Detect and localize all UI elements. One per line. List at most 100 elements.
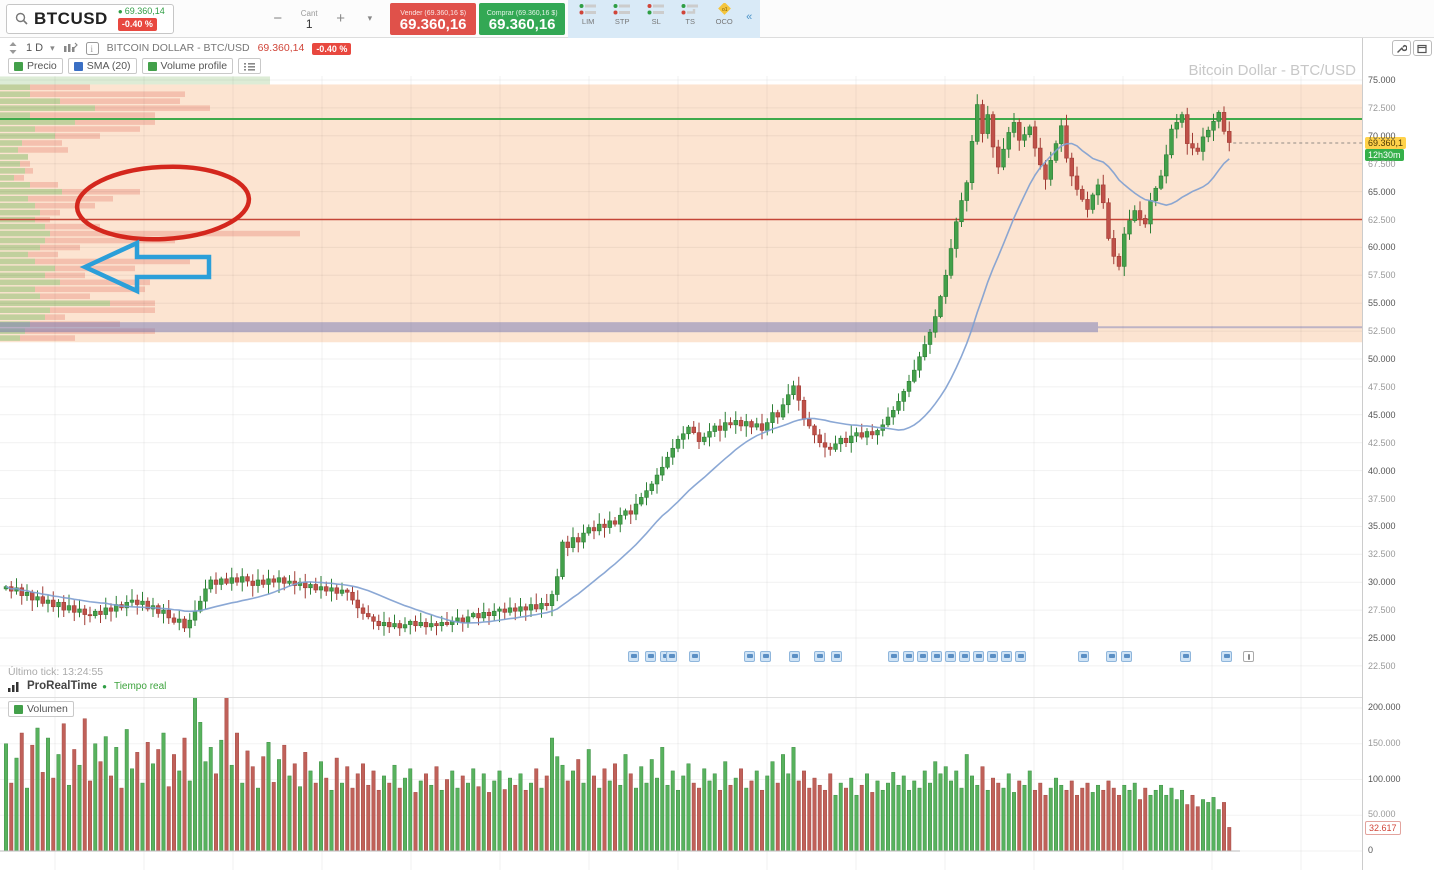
sell-button[interactable]: Vender (69.360,16 $) 69.360,16 xyxy=(390,2,477,35)
candle-body xyxy=(40,596,45,604)
candle-body xyxy=(103,607,108,615)
info-icon[interactable]: i xyxy=(85,41,99,55)
order-ts-button[interactable]: TS xyxy=(678,3,702,26)
event-marker-icon[interactable] xyxy=(666,651,677,662)
volume-legend-chip[interactable]: Volumen xyxy=(8,701,74,717)
price-swatch-icon xyxy=(14,61,23,71)
event-marker-icon[interactable] xyxy=(931,651,942,662)
volume-bar xyxy=(72,749,77,852)
event-marker-icon[interactable] xyxy=(760,651,771,662)
event-marker-icon[interactable] xyxy=(973,651,984,662)
chart-type-icon[interactable] xyxy=(63,42,78,55)
price-chart-pane[interactable] xyxy=(0,76,1362,697)
volume-bar xyxy=(865,773,869,852)
volume-bar xyxy=(571,770,575,852)
annotation-arrow-left[interactable] xyxy=(79,239,212,295)
candle-body xyxy=(723,422,728,431)
volume-bar xyxy=(376,789,381,852)
buy-button[interactable]: Comprar (69.360,16 $) 69.360,16 xyxy=(479,2,566,35)
qty-options-chevron-icon[interactable]: ▾ xyxy=(367,13,373,23)
ts-order-icon xyxy=(681,3,699,14)
candle-body xyxy=(854,432,859,437)
volume-bar xyxy=(938,773,943,852)
event-marker-icon[interactable] xyxy=(1180,651,1191,662)
volume-bar xyxy=(1180,789,1184,852)
candle-body xyxy=(675,439,681,449)
candle-body xyxy=(686,426,691,435)
volume-profile-buy-bar xyxy=(0,272,45,279)
order-oco-button[interactable]: o1 OCO xyxy=(712,2,736,26)
candle-body xyxy=(985,114,990,134)
symbol-search-box[interactable]: BTCUSD ● 69.360,14 -0.40 % xyxy=(6,3,174,34)
candle-body xyxy=(581,532,586,543)
event-marker-icon[interactable] xyxy=(1001,651,1012,662)
legend-price-chip[interactable]: Precio xyxy=(8,58,63,74)
event-marker-icon[interactable] xyxy=(689,651,700,662)
prorealtime-brand[interactable]: ProRealTime xyxy=(27,680,98,692)
expand-vertical-icon[interactable] xyxy=(8,42,18,54)
volume-bar xyxy=(1033,789,1037,852)
volume-bar xyxy=(534,768,539,852)
volume-bar xyxy=(964,754,969,852)
legend-volume-profile-chip[interactable]: Volume profile xyxy=(141,58,234,74)
event-marker-icon[interactable] xyxy=(987,651,998,662)
candle-body xyxy=(1011,122,1017,133)
legend-sma-chip[interactable]: SMA (20) xyxy=(67,58,137,74)
candle-body xyxy=(392,623,397,628)
timeframe-select[interactable]: 1 D ▾ xyxy=(26,42,55,54)
candle-body xyxy=(203,588,208,602)
collapse-strip-chevron[interactable]: « xyxy=(746,10,753,23)
event-marker-icon[interactable] xyxy=(645,651,656,662)
event-marker-icon[interactable] xyxy=(789,651,800,662)
volume-profile-buy-bar xyxy=(0,300,110,307)
last-tick-time: Último tick: 13:24:55 xyxy=(8,666,104,678)
volume-profile-buy-bar xyxy=(0,279,60,286)
event-marker-icon[interactable] xyxy=(1121,651,1132,662)
price-axis[interactable]: 69.360,1 12h30m 32.617 75.000 72.500 70.00… xyxy=(1362,38,1434,870)
volume-bar xyxy=(560,764,565,852)
event-marker-icon[interactable] xyxy=(917,651,928,662)
candle-body xyxy=(1043,164,1048,180)
chart-settings-button[interactable] xyxy=(1392,40,1411,56)
volume-bar xyxy=(1085,782,1090,852)
volume-bar xyxy=(366,784,371,852)
volume-bar xyxy=(1006,773,1011,852)
order-stp-button[interactable]: STP xyxy=(610,3,634,26)
qty-decrease-button[interactable]: − xyxy=(273,10,283,27)
volume-bar xyxy=(691,782,696,852)
event-marker-icon[interactable] xyxy=(1078,651,1089,662)
candle-body xyxy=(308,584,313,589)
realtime-dot-icon: ● xyxy=(117,7,123,16)
order-lim-button[interactable]: LIM xyxy=(576,3,600,26)
event-count-frame-icon[interactable] xyxy=(1243,651,1254,662)
volume-bar xyxy=(109,775,113,852)
event-marker-icon[interactable] xyxy=(1221,651,1232,662)
event-marker-icon[interactable] xyxy=(903,651,914,662)
event-marker-icon[interactable] xyxy=(814,651,825,662)
candle-body xyxy=(565,541,570,548)
volume-bar xyxy=(607,780,612,852)
event-marker-icon[interactable] xyxy=(628,651,639,662)
qty-display[interactable]: Cant 1 xyxy=(301,8,318,30)
annotation-ellipse[interactable] xyxy=(74,163,252,244)
event-marker-icon[interactable] xyxy=(831,651,842,662)
candle-body xyxy=(418,622,423,627)
event-marker-icon[interactable] xyxy=(1015,651,1026,662)
event-marker-icon[interactable] xyxy=(1106,651,1117,662)
new-window-button[interactable] xyxy=(1413,40,1432,56)
volume-bar xyxy=(392,764,397,852)
legend-list-button[interactable] xyxy=(238,58,262,74)
event-marker-icon[interactable] xyxy=(959,651,970,662)
candle-body xyxy=(917,356,922,371)
qty-increase-button[interactable]: + xyxy=(336,10,346,27)
volume-profile-buy-bar xyxy=(0,265,55,272)
volume-pane[interactable] xyxy=(0,684,1362,870)
event-marker-icon[interactable] xyxy=(888,651,899,662)
event-marker-icon[interactable] xyxy=(744,651,755,662)
event-marker-icon[interactable] xyxy=(945,651,956,662)
volume-bar xyxy=(1012,792,1016,852)
candle-body xyxy=(870,431,875,436)
candle-body xyxy=(245,576,250,582)
candle-body xyxy=(623,510,628,516)
order-sl-button[interactable]: SL xyxy=(644,3,668,26)
